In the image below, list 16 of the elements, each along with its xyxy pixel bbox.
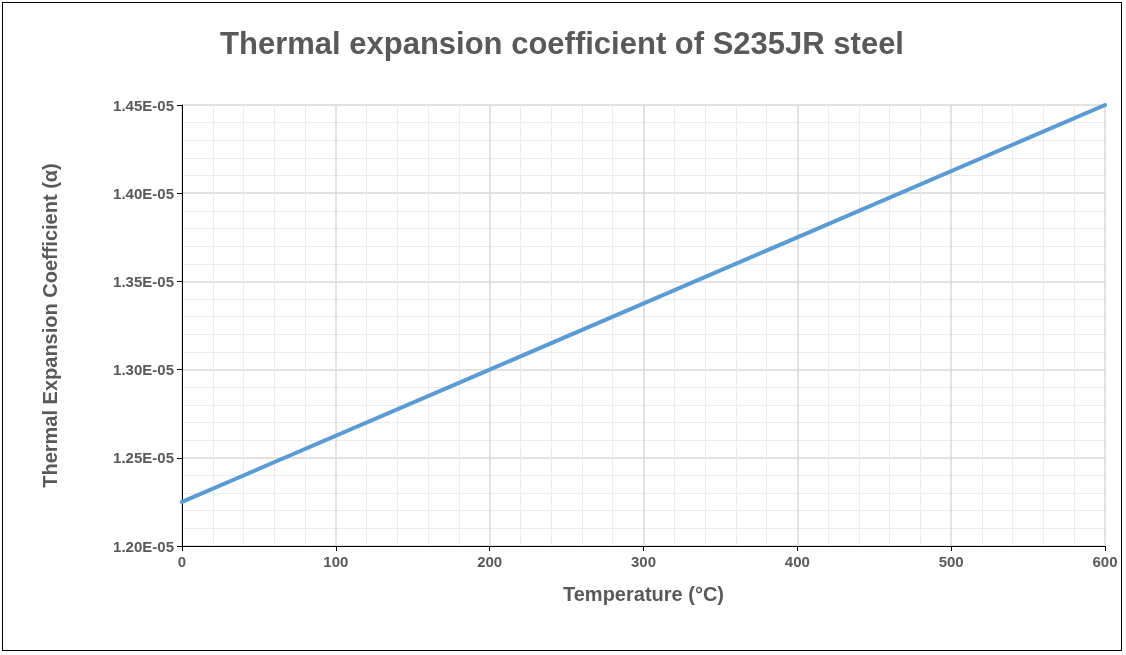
y-tick-label: 1.35E-05 [113,272,174,290]
x-tick-label: 600 [1092,553,1118,570]
x-tick-label: 300 [630,553,657,570]
y-axis-title: Thermal Expansion Coefficient (α) [39,163,61,488]
y-tick-label: 1.40E-05 [113,184,174,202]
y-tick-label: 1.20E-05 [113,537,174,555]
x-axis-title: Temperature (°C) [563,583,724,605]
y-tick-label: 1.25E-05 [113,449,174,467]
y-tick-label: 1.45E-05 [113,96,174,114]
x-tick-label: 400 [784,553,810,570]
y-tick-label: 1.30E-05 [113,361,174,379]
x-tick-label: 500 [938,553,964,570]
x-tick-label: 100 [323,553,349,570]
x-tick-label: 0 [177,553,187,570]
chart-title: Thermal expansion coefficient of S235JR steel [220,26,904,61]
x-tick-label: 200 [477,553,503,570]
